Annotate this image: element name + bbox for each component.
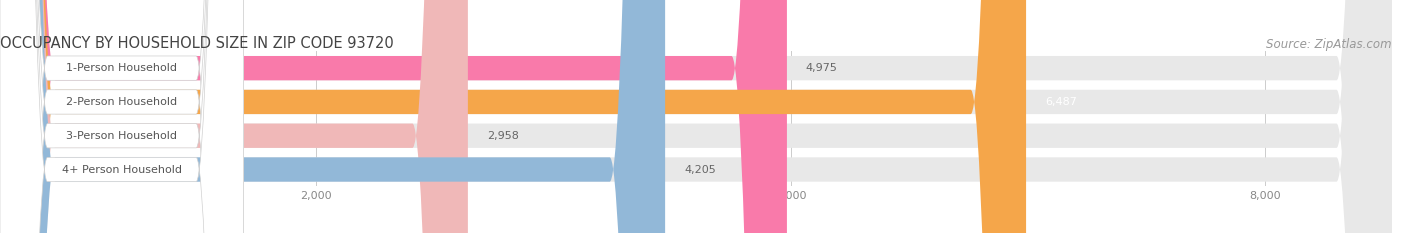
- FancyBboxPatch shape: [0, 0, 1026, 233]
- FancyBboxPatch shape: [0, 0, 468, 233]
- Text: 3-Person Household: 3-Person Household: [66, 131, 177, 141]
- FancyBboxPatch shape: [0, 0, 243, 233]
- Text: 4,975: 4,975: [806, 63, 838, 73]
- Text: 2-Person Household: 2-Person Household: [66, 97, 177, 107]
- Text: 2,958: 2,958: [486, 131, 519, 141]
- FancyBboxPatch shape: [0, 0, 787, 233]
- FancyBboxPatch shape: [0, 0, 243, 233]
- Text: OCCUPANCY BY HOUSEHOLD SIZE IN ZIP CODE 93720: OCCUPANCY BY HOUSEHOLD SIZE IN ZIP CODE …: [0, 36, 394, 51]
- Text: 4+ Person Household: 4+ Person Household: [62, 164, 181, 175]
- Text: Source: ZipAtlas.com: Source: ZipAtlas.com: [1267, 38, 1392, 51]
- FancyBboxPatch shape: [0, 0, 243, 233]
- Text: 4,205: 4,205: [685, 164, 716, 175]
- FancyBboxPatch shape: [0, 0, 665, 233]
- Text: 6,487: 6,487: [1045, 97, 1077, 107]
- Text: 1-Person Household: 1-Person Household: [66, 63, 177, 73]
- FancyBboxPatch shape: [0, 0, 243, 233]
